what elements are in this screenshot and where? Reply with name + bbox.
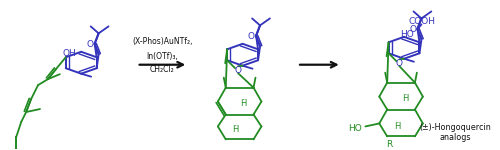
- Text: (±)-Hongoquercin: (±)-Hongoquercin: [420, 123, 492, 132]
- Text: COOH: COOH: [409, 17, 436, 26]
- Text: O: O: [396, 59, 403, 68]
- Text: OH: OH: [62, 49, 76, 58]
- Text: Ḧ: Ḧ: [232, 125, 239, 134]
- Text: In(OTf)₃,: In(OTf)₃,: [146, 52, 178, 61]
- Text: HO: HO: [348, 124, 362, 133]
- Text: Ḧ: Ḧ: [240, 99, 247, 108]
- Text: O: O: [234, 66, 242, 75]
- Text: O: O: [409, 25, 416, 34]
- Text: Ḧ: Ḧ: [394, 122, 400, 131]
- Text: O: O: [86, 40, 93, 49]
- Text: CH₂Cl₂: CH₂Cl₂: [150, 65, 175, 74]
- Text: O: O: [248, 32, 254, 41]
- Text: R: R: [386, 140, 392, 149]
- Text: (X-Phos)AuNTf₂,: (X-Phos)AuNTf₂,: [132, 37, 192, 46]
- Text: Ḧ: Ḧ: [402, 94, 408, 103]
- Text: HO: HO: [400, 30, 413, 39]
- Text: analogs: analogs: [440, 133, 472, 142]
